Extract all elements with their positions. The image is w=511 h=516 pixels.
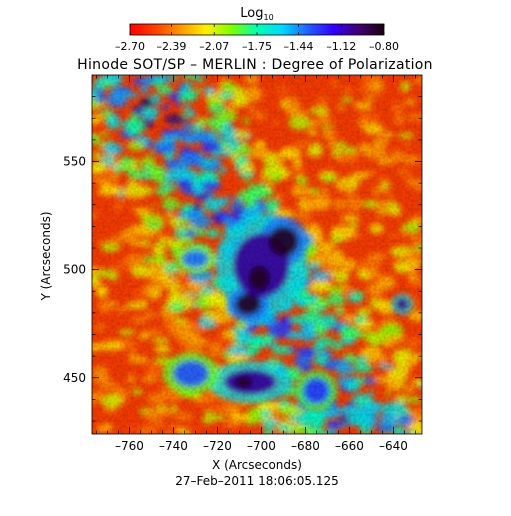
colorbar-tick-label: –0.80: [369, 40, 399, 53]
colorbar-title: Log10: [240, 6, 273, 22]
y-tick-label: 550: [63, 155, 86, 169]
plot-area: [92, 75, 422, 434]
y-axis-label: Y (Arcseconds): [39, 211, 53, 301]
x-axis-ticks: –760 –740 –720 –700 –680 –660 –640: [96, 75, 416, 453]
colorbar-tick-label: –2.70: [115, 40, 145, 53]
plot-frame: [91, 74, 423, 435]
colorbar-tick-label: –1.75: [242, 40, 272, 53]
x-tick-label: –680: [291, 439, 320, 453]
x-tick-label: –640: [379, 439, 408, 453]
colorbar-ticks: –2.70 –2.39 –2.07 –1.75 –1.44 –1.12 –0.80: [115, 24, 399, 53]
x-tick-label: –720: [203, 439, 232, 453]
x-tick-label: –700: [247, 439, 276, 453]
y-tick-label: 450: [63, 371, 86, 385]
x-axis-label: X (Arcseconds): [212, 458, 302, 472]
x-tick-label: –660: [335, 439, 364, 453]
observation-date: 27–Feb–2011 18:06:05.125: [175, 474, 338, 488]
y-tick-label: 500: [63, 263, 86, 277]
x-tick-label: –740: [159, 439, 188, 453]
chart-title: Hinode SOT/SP – MERLIN : Degree of Polar…: [77, 57, 433, 73]
colorbar-tick-label: –1.12: [326, 40, 356, 53]
y-axis-ticks: 450 500 550: [63, 96, 422, 422]
x-tick-label: –760: [115, 439, 144, 453]
heatmap-noise: [92, 75, 422, 434]
colorbar-tick-label: –2.39: [156, 40, 186, 53]
colorbar-tick-label: –1.44: [283, 40, 313, 53]
colorbar-tick-label: –2.07: [199, 40, 229, 53]
